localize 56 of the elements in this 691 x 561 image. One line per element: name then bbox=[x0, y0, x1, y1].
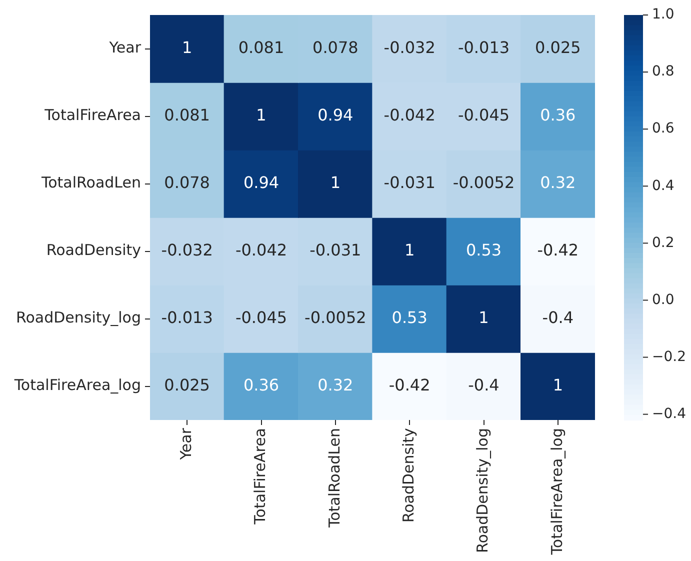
data-label: 1 bbox=[404, 240, 415, 260]
x-tick-label: TotalFireArea bbox=[251, 428, 270, 526]
data-label: 0.36 bbox=[540, 105, 576, 124]
data-label: -0.042 bbox=[235, 240, 288, 260]
color-bar-label: −0.2 bbox=[652, 348, 686, 365]
color-bar-label: −0.4 bbox=[652, 406, 686, 422]
data-label: -0.045 bbox=[458, 105, 510, 124]
data-label: 0.94 bbox=[318, 105, 354, 124]
y-tick-label: TotalRoadLen bbox=[40, 174, 141, 192]
data-label: -0.045 bbox=[235, 308, 288, 327]
x-tick-label: Year bbox=[176, 427, 195, 461]
data-label: 1 bbox=[330, 172, 341, 192]
y-tick-label: RoadDensity_log bbox=[16, 308, 141, 327]
data-label: -0.013 bbox=[458, 38, 510, 57]
color-bar-label: 0.6 bbox=[652, 120, 674, 137]
color-bar-label: 0.0 bbox=[652, 292, 674, 308]
data-label: 0.32 bbox=[540, 172, 576, 192]
data-label: 1 bbox=[552, 375, 564, 394]
color-bar-label: 0.4 bbox=[652, 178, 674, 194]
data-label: -0.0052 bbox=[452, 172, 515, 192]
y-tick-label: Year bbox=[108, 38, 142, 57]
y-tick-label: RoadDensity bbox=[46, 241, 142, 260]
data-label: -0.032 bbox=[161, 240, 213, 260]
color-bar-label: 1.0 bbox=[652, 6, 674, 23]
data-label: -0.0052 bbox=[304, 308, 366, 327]
x-tick-label: TotalRoadLen bbox=[325, 428, 344, 528]
data-label: -0.031 bbox=[384, 172, 436, 192]
data-label: 0.081 bbox=[238, 38, 284, 57]
data-label: 1 bbox=[182, 38, 192, 57]
data-label: -0.4 bbox=[542, 308, 574, 327]
data-label: -0.42 bbox=[537, 240, 579, 260]
data-label: -0.4 bbox=[468, 375, 500, 394]
data-label: 0.53 bbox=[392, 308, 428, 327]
color-bar-label: 0.8 bbox=[652, 64, 674, 80]
data-label: -0.013 bbox=[161, 308, 213, 327]
x-tick-label: RoadDensity_log bbox=[474, 428, 492, 554]
data-label: 0.078 bbox=[164, 172, 210, 192]
data-label: 0.36 bbox=[243, 375, 280, 394]
color-bar-label: 0.2 bbox=[652, 234, 674, 251]
data-label: 0.32 bbox=[318, 375, 354, 394]
data-label: -0.042 bbox=[384, 105, 436, 124]
y-tick-label: TotalFireArea bbox=[44, 106, 141, 124]
data-label: 0.025 bbox=[164, 375, 210, 394]
x-tick-label: RoadDensity bbox=[399, 428, 418, 523]
data-label: 1 bbox=[256, 105, 266, 124]
x-tick-label: TotalFireArea_log bbox=[548, 428, 566, 556]
data-label: -0.031 bbox=[310, 240, 362, 260]
data-label: 0.081 bbox=[164, 105, 210, 124]
data-label: 0.94 bbox=[243, 172, 280, 192]
data-label: -0.032 bbox=[384, 38, 436, 57]
data-label: 0.025 bbox=[535, 38, 581, 57]
data-label: 0.53 bbox=[466, 240, 502, 260]
data-label: 0.078 bbox=[312, 38, 358, 57]
y-tick-label: TotalFireArea_log bbox=[13, 376, 141, 394]
data-label: 1 bbox=[478, 308, 489, 327]
data-label: -0.42 bbox=[388, 375, 430, 394]
